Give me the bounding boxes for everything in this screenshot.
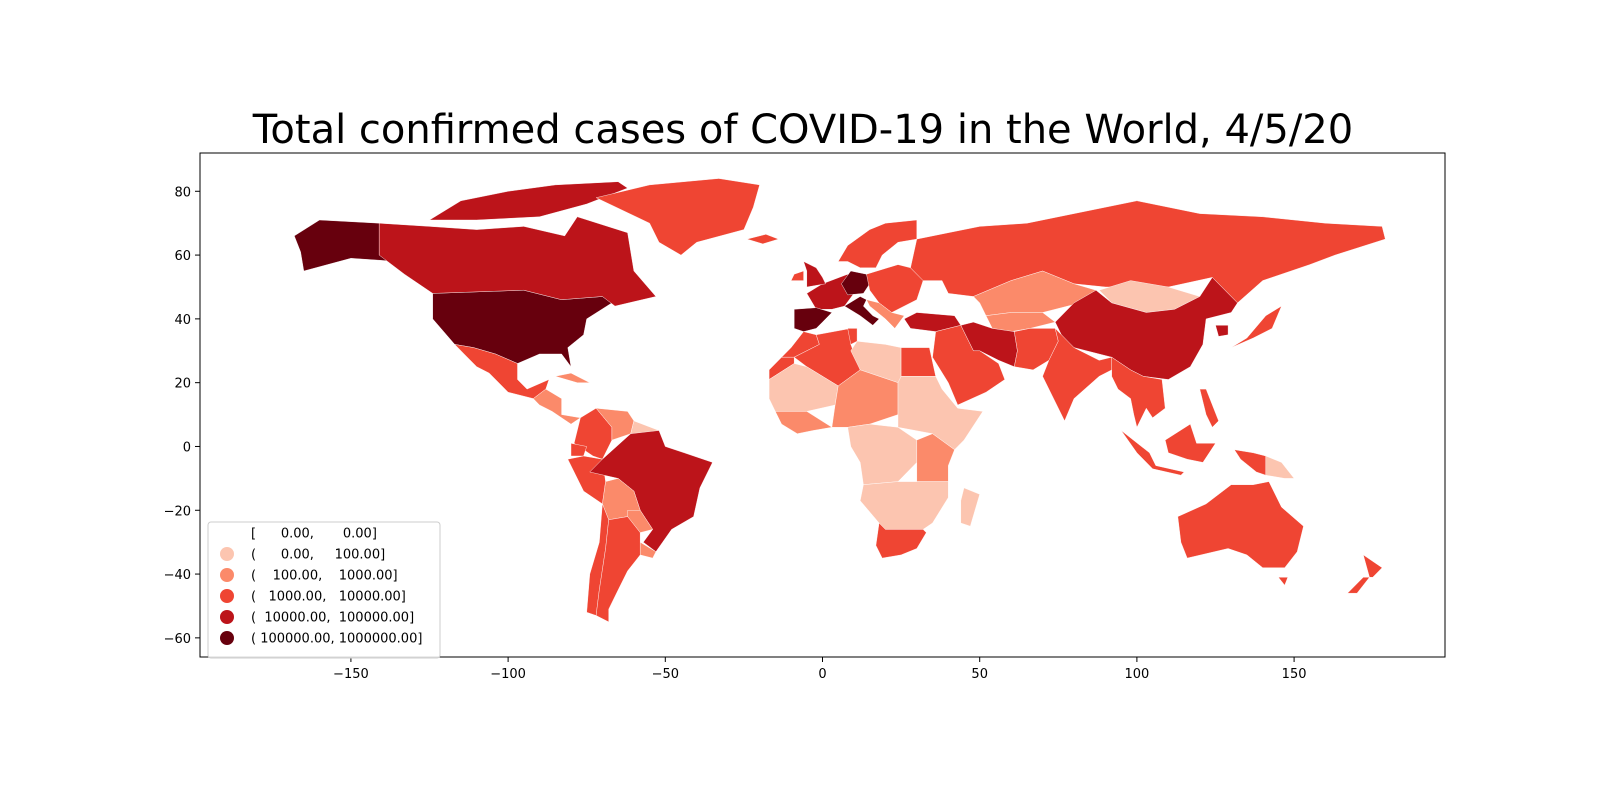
x-tick-label: 150	[1282, 667, 1307, 682]
region-ireland	[790, 270, 804, 281]
region-southern-africa	[859, 481, 949, 530]
region-japan	[1231, 305, 1282, 348]
y-tick-label: −40	[164, 568, 191, 583]
legend-marker	[220, 631, 234, 645]
region-canada	[379, 216, 657, 307]
region-new-guinea-west-	[1233, 449, 1267, 476]
legend-label: ( 100000.00, 1000000.00]	[251, 632, 422, 647]
region-tasmania	[1277, 577, 1289, 586]
region-uk	[803, 261, 826, 288]
region-scandinavia	[837, 219, 917, 268]
legend-label: ( 10000.00, 100000.00]	[251, 611, 414, 626]
region-papua-new-guinea	[1265, 455, 1295, 479]
x-tick-label: 100	[1124, 667, 1149, 682]
y-axis: 80 60 40 20 0 −20 −40 −60	[164, 185, 200, 647]
x-axis: −150 −100 −50 0 50 100 150	[333, 657, 1307, 682]
region-east-africa	[916, 433, 955, 482]
region-india	[1042, 327, 1112, 422]
region-egypt	[900, 347, 936, 377]
region-new-zealand	[1347, 554, 1383, 594]
region-koreas	[1215, 325, 1229, 337]
map-layer	[294, 178, 1386, 623]
legend-marker	[220, 589, 234, 603]
region-greenland	[595, 178, 760, 256]
legend-box	[207, 521, 441, 659]
chart-title: Total confirmed cases of COVID-19 in the…	[252, 107, 1353, 153]
region-middle-east	[932, 325, 1006, 406]
legend-marker	[220, 547, 234, 561]
region-sudan-ethiopia	[897, 376, 984, 450]
region-italy	[844, 296, 880, 326]
legend-label: ( 1000.00, 10000.00]	[251, 590, 406, 605]
region-australia	[1177, 481, 1304, 568]
region-mexico	[454, 344, 550, 399]
region-west-africa-coast	[774, 411, 833, 434]
region-canadian-arctic	[428, 181, 629, 221]
region-cuba	[555, 372, 590, 383]
region-argentina	[595, 516, 641, 623]
legend: [ 0.00, 0.00] ( 0.00, 100.00] ( 100.00, 10…	[207, 521, 441, 659]
y-tick-label: −60	[164, 632, 191, 647]
legend-marker	[220, 526, 234, 540]
region-south-africa	[875, 522, 927, 559]
legend-label: [ 0.00, 0.00]	[251, 527, 377, 542]
y-tick-label: 20	[174, 377, 191, 392]
y-tick-label: −20	[164, 504, 191, 519]
region-paraguay	[627, 510, 654, 533]
legend-label: ( 100.00, 1000.00]	[251, 569, 398, 584]
x-tick-label: −150	[333, 667, 369, 682]
region-southeast-asia	[1111, 356, 1166, 428]
region-central-america	[532, 388, 581, 425]
y-tick-label: 40	[174, 313, 191, 328]
x-tick-label: −100	[490, 667, 526, 682]
x-tick-label: −50	[652, 667, 679, 682]
region-central-africa	[847, 423, 917, 485]
legend-marker	[220, 568, 234, 582]
legend-marker	[220, 610, 234, 624]
x-tick-label: 0	[818, 667, 826, 682]
region-madagascar	[960, 487, 980, 527]
y-tick-label: 60	[174, 249, 191, 264]
region-iberia	[794, 307, 833, 332]
region-indonesia-sumatra-java-	[1121, 430, 1185, 476]
region-iceland	[746, 234, 780, 245]
x-tick-label: 50	[971, 667, 988, 682]
y-tick-label: 80	[174, 185, 191, 200]
region-philippines	[1199, 388, 1219, 428]
region-balkans	[866, 299, 905, 329]
legend-label: ( 0.00, 100.00]	[251, 548, 385, 563]
y-tick-label: 0	[183, 440, 191, 455]
region-germany	[841, 270, 870, 296]
region-usa	[432, 289, 613, 367]
region-borneo-sulawesi	[1164, 423, 1216, 463]
region-eastern-europe	[866, 264, 924, 313]
